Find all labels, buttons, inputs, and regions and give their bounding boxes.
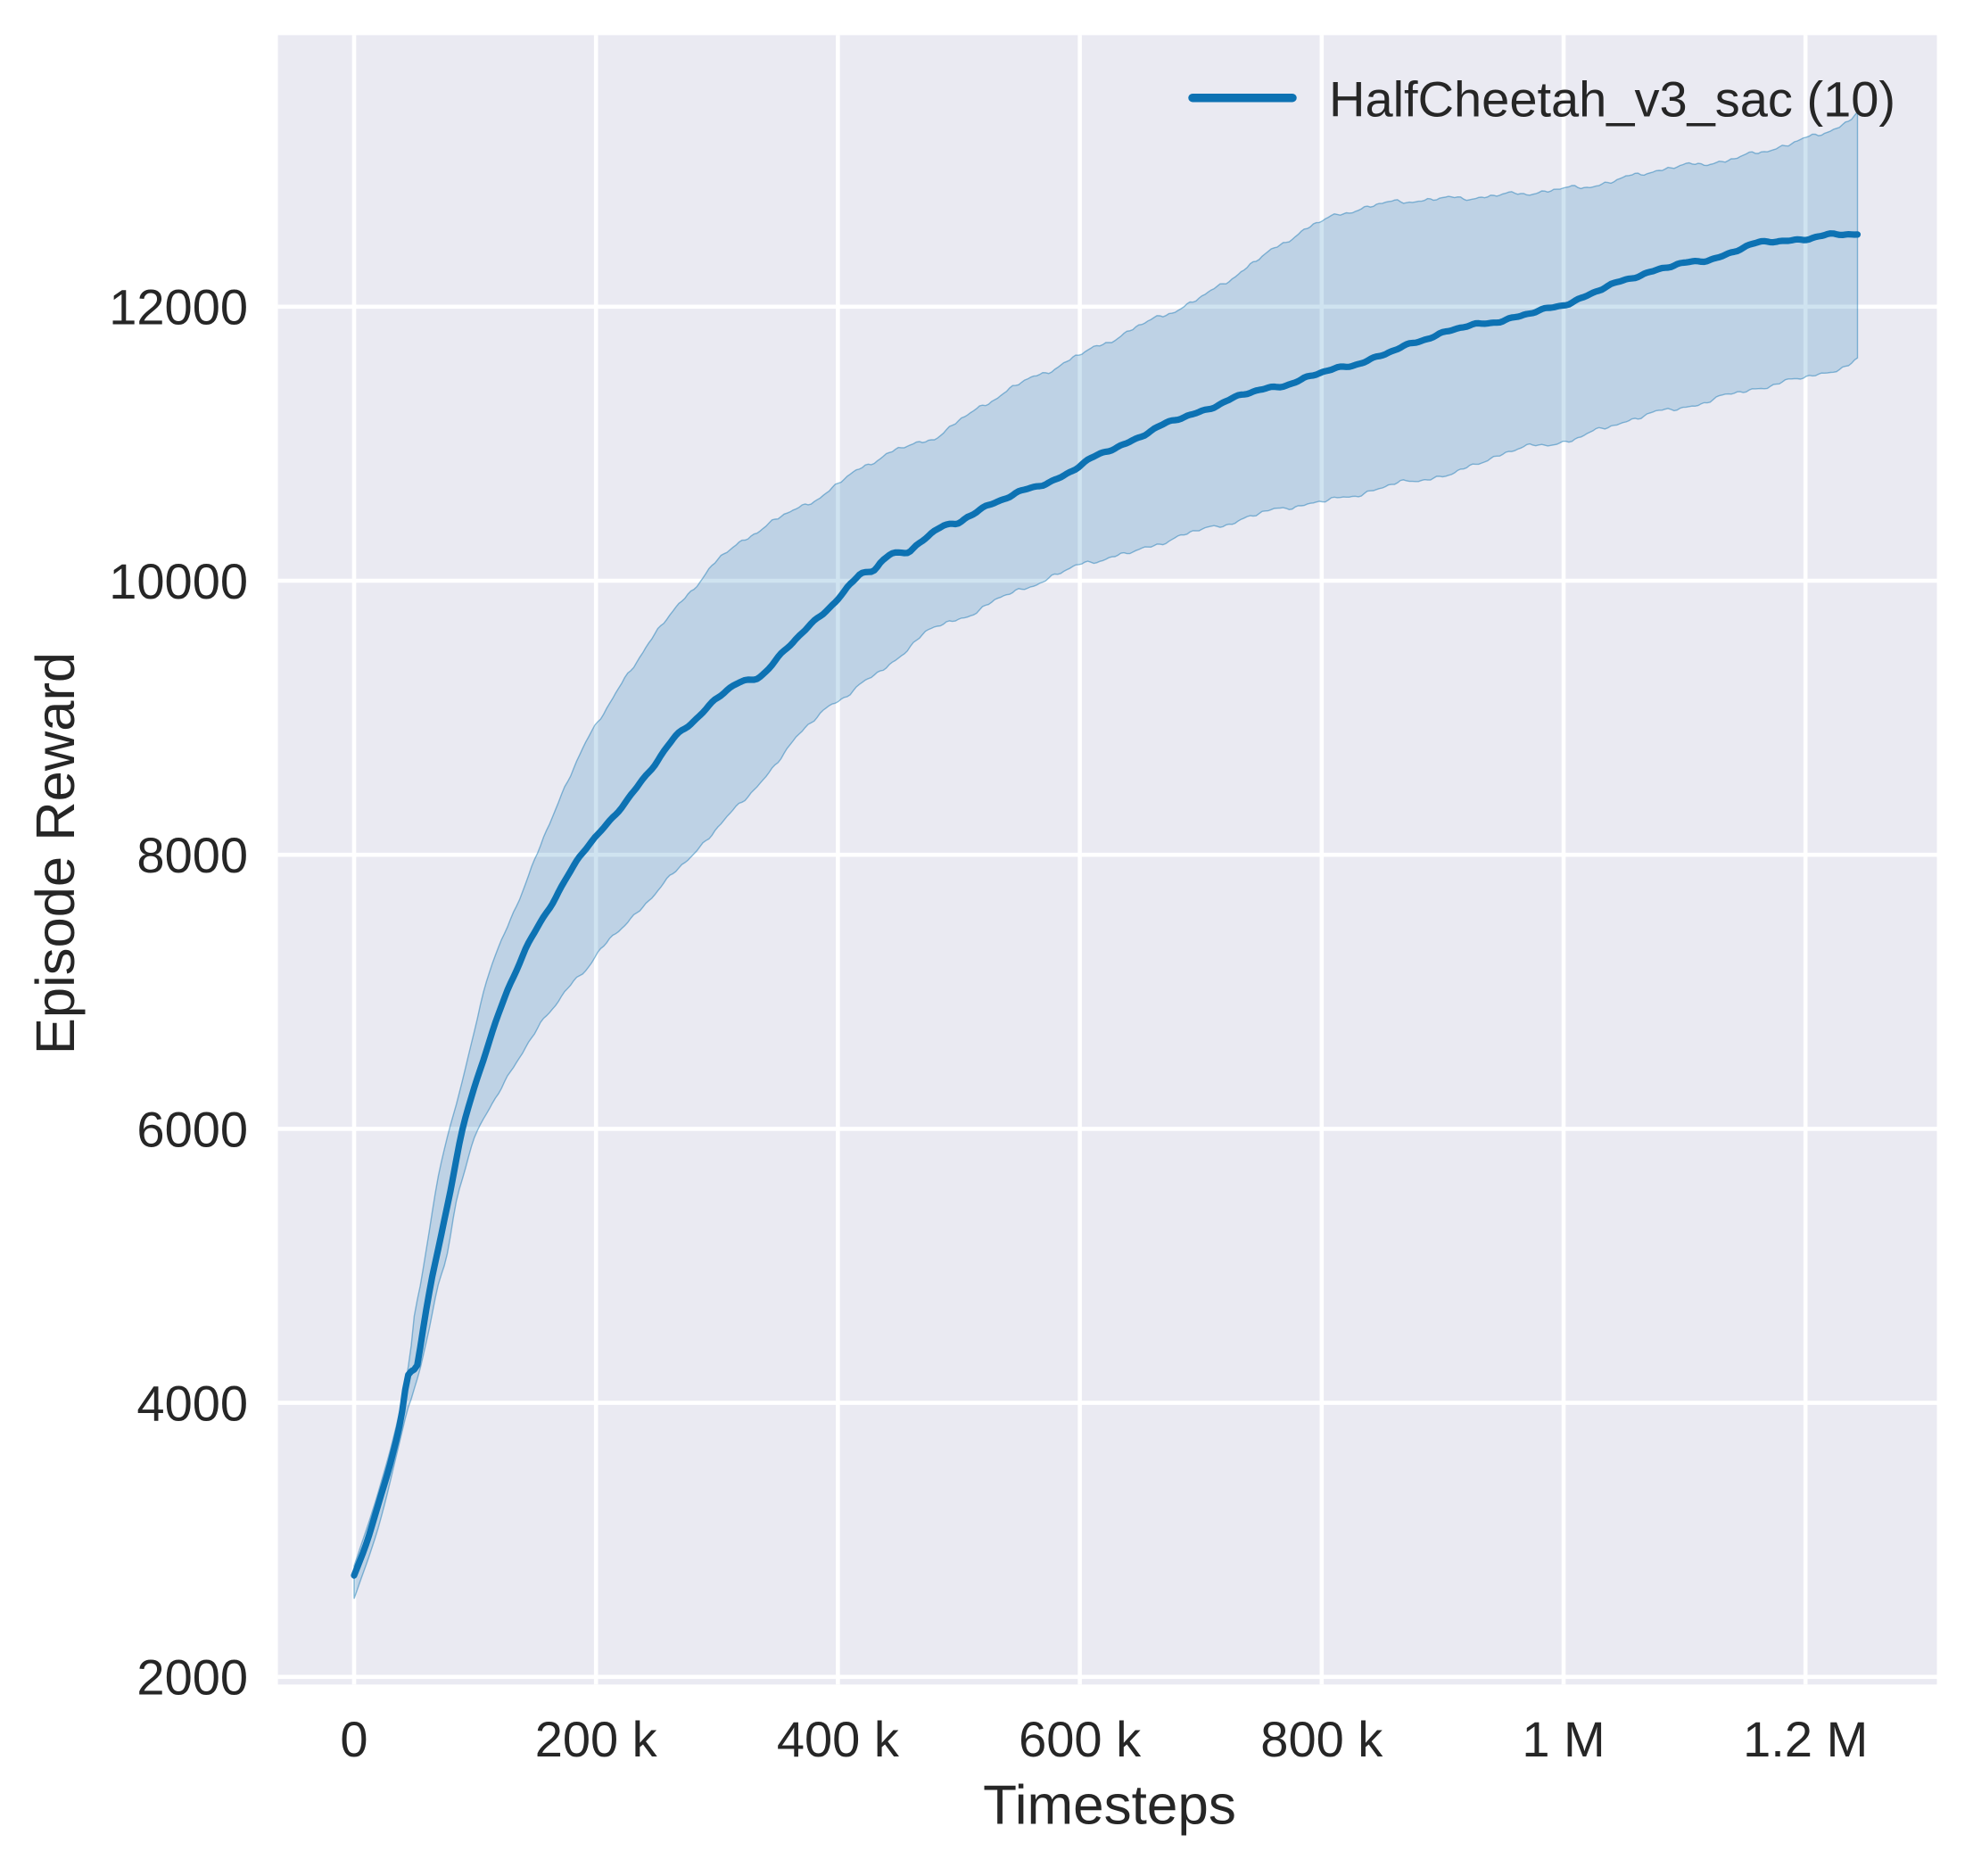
svg-text:Timesteps: Timesteps xyxy=(983,1775,1236,1837)
svg-text:8000: 8000 xyxy=(136,827,248,883)
svg-text:400 k: 400 k xyxy=(777,1711,900,1767)
svg-text:10000: 10000 xyxy=(109,553,248,609)
svg-text:HalfCheetah_v3_sac (10): HalfCheetah_v3_sac (10) xyxy=(1329,70,1895,127)
svg-text:600 k: 600 k xyxy=(1019,1711,1142,1767)
svg-text:Episode Reward: Episode Reward xyxy=(25,652,87,1054)
svg-text:1.2 M: 1.2 M xyxy=(1743,1711,1868,1767)
svg-text:0: 0 xyxy=(340,1711,367,1767)
svg-text:200 k: 200 k xyxy=(535,1711,658,1767)
svg-text:12000: 12000 xyxy=(109,279,248,335)
svg-text:6000: 6000 xyxy=(136,1101,248,1157)
svg-text:1 M: 1 M xyxy=(1522,1711,1605,1767)
svg-text:800 k: 800 k xyxy=(1260,1711,1383,1767)
svg-text:4000: 4000 xyxy=(136,1376,248,1432)
svg-text:2000: 2000 xyxy=(136,1649,248,1706)
